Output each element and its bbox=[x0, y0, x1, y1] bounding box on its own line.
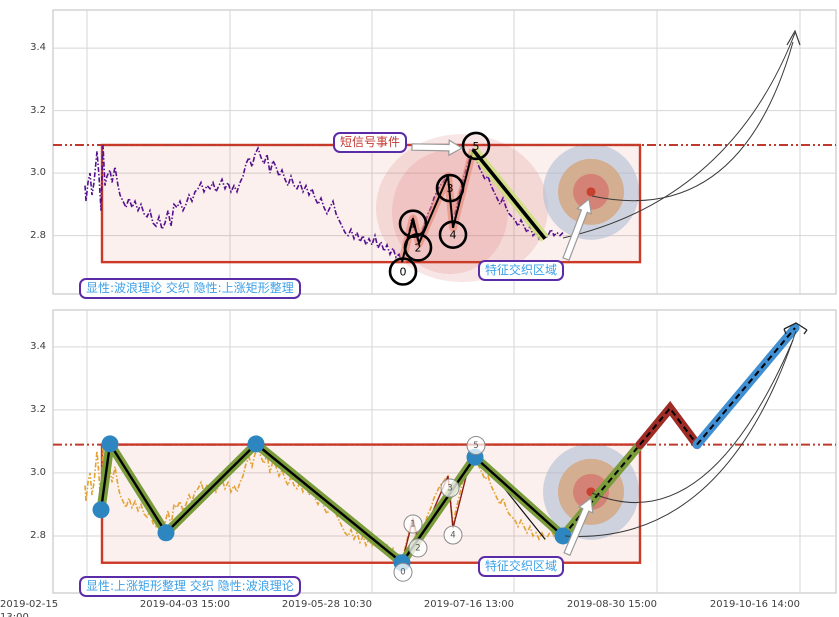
white-arrow bbox=[562, 197, 593, 261]
mini-wave-number: 4 bbox=[450, 531, 455, 541]
wave-point-number: 4 bbox=[450, 229, 457, 242]
panel-spine bbox=[52, 9, 837, 295]
mini-wave-circle bbox=[466, 436, 486, 456]
lower-panel-mode-label: 显性:上涨矩形整理 交织 隐性:波浪理论 bbox=[79, 576, 301, 597]
x-tick-label: 2019-04-03 15:00 bbox=[139, 599, 230, 610]
y-tick-label: 3.4 bbox=[30, 42, 46, 53]
y-tick-label: 3.2 bbox=[30, 105, 46, 116]
projection-curve-lower bbox=[591, 339, 794, 503]
zigzag-vertex-dot bbox=[92, 501, 110, 519]
panel-spine bbox=[52, 309, 837, 594]
mini-wave-number: 0 bbox=[400, 568, 405, 578]
rectangle-zone bbox=[100, 143, 642, 264]
mini-wave-circle bbox=[403, 514, 423, 534]
forecast-blue-line bbox=[696, 327, 796, 446]
feature-zone-annotation-lower: 特征交织区域 bbox=[478, 556, 565, 577]
mini-wave-circle bbox=[408, 538, 428, 558]
price-line-upper bbox=[84, 144, 564, 265]
zigzag-vertex-dot bbox=[157, 524, 175, 542]
short-signal-annotation: 短信号事件 bbox=[333, 132, 408, 153]
target-ring bbox=[586, 187, 596, 197]
wave-line bbox=[401, 149, 474, 263]
mini-wave-circle bbox=[393, 562, 413, 582]
white-arrow bbox=[563, 496, 594, 557]
y-tick-label: 2.8 bbox=[30, 230, 46, 241]
mini-wave-number: 3 bbox=[447, 484, 452, 494]
upper-panel-mode-label: 显性:波浪理论 交织 隐性:上涨矩形整理 bbox=[79, 278, 301, 299]
x-tick-label: 2019-08-30 15:00 bbox=[566, 599, 657, 610]
wave-point-circle bbox=[461, 131, 491, 161]
curve-arrowhead bbox=[786, 29, 801, 46]
y-tick-label: 3.0 bbox=[30, 467, 46, 478]
forecast-green-glow bbox=[558, 440, 645, 541]
y-tick-label: 3.4 bbox=[30, 341, 46, 352]
mini-wave-circle bbox=[443, 525, 463, 545]
wave-point-number: 2 bbox=[415, 241, 422, 254]
wave-point-number: 0 bbox=[400, 266, 407, 279]
forecast-end-bracket bbox=[783, 322, 808, 331]
white-arrow bbox=[411, 139, 464, 157]
forecast-end-bracket bbox=[803, 329, 808, 335]
zigzag-vertex-dot bbox=[101, 435, 119, 453]
y-tick-label: 3.0 bbox=[30, 167, 46, 178]
wave-point-number: 3 bbox=[447, 182, 454, 195]
x-tick-label: 2019-02-15 13:00 bbox=[0, 599, 59, 617]
descend-line bbox=[471, 148, 547, 240]
rectangle-zone bbox=[100, 443, 642, 564]
mini-wave-number: 1 bbox=[410, 519, 415, 529]
zigzag-vertex-dot bbox=[247, 435, 265, 453]
wave-point-circle bbox=[403, 233, 433, 262]
wave-point-circle bbox=[388, 257, 418, 286]
projection-curve-upper bbox=[562, 32, 796, 239]
x-tick-label: 2019-07-16 13:00 bbox=[423, 599, 514, 610]
projection-curve-lower bbox=[564, 330, 797, 537]
projection-curve-upper bbox=[591, 41, 794, 202]
forecast-end-bracket bbox=[783, 328, 787, 335]
wave-point-circle bbox=[438, 220, 468, 249]
wave-point-number: 1 bbox=[410, 218, 417, 231]
feature-zone-annotation-upper: 特征交织区域 bbox=[478, 260, 565, 281]
mini-wave-circle bbox=[440, 478, 460, 498]
wave-point-number: 5 bbox=[473, 140, 480, 153]
x-tick-label: 2019-10-16 14:00 bbox=[709, 599, 800, 610]
wave-point-circle bbox=[435, 173, 465, 203]
mini-wave-number: 5 bbox=[473, 441, 478, 451]
y-tick-label: 3.2 bbox=[30, 404, 46, 415]
mini-wave-number: 2 bbox=[415, 543, 420, 553]
x-tick-label: 2019-05-28 10:30 bbox=[281, 599, 372, 610]
zigzag-vertex-dot bbox=[554, 527, 572, 545]
forecast-red-line bbox=[639, 406, 698, 446]
y-tick-label: 2.8 bbox=[30, 530, 46, 541]
